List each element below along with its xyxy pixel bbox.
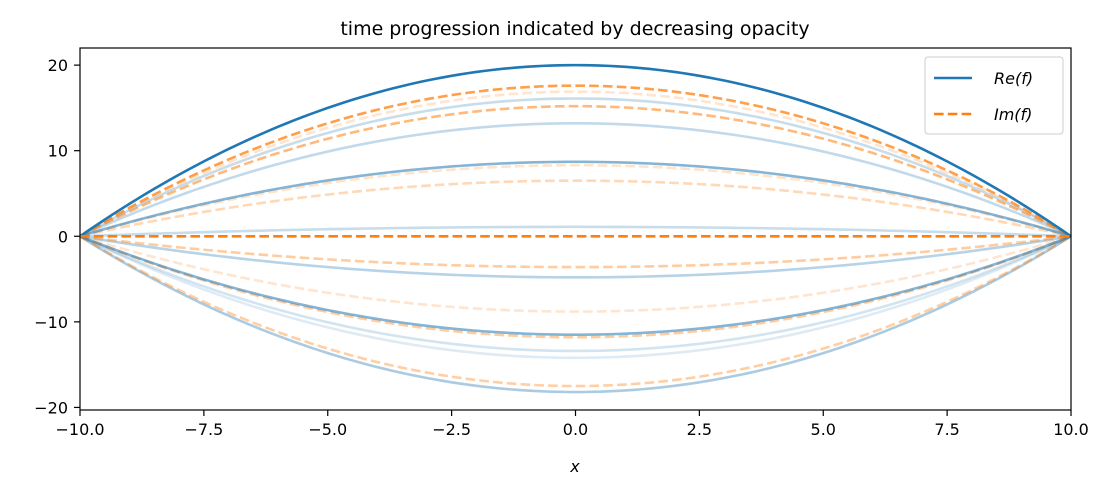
series-im-frame-9-line bbox=[79, 235, 1072, 388]
series-re-frame-8-line bbox=[79, 235, 1072, 360]
series-re-frame-9-line bbox=[79, 235, 1072, 394]
y-tick-label: 20 bbox=[48, 56, 68, 75]
x-tick-label: 7.5 bbox=[934, 420, 959, 439]
y-tick-label: −20 bbox=[34, 398, 68, 417]
series-re-frame-3-line bbox=[79, 160, 1072, 238]
y-tick-label: −10 bbox=[34, 313, 68, 332]
series-im-frame-6-line bbox=[79, 234, 1072, 269]
plot-curves bbox=[79, 63, 1072, 394]
series-im-frame-5-line bbox=[79, 179, 1072, 238]
legend-box bbox=[924, 56, 1064, 135]
x-tick-label: −10.0 bbox=[55, 420, 104, 439]
x-tick-label: 0.0 bbox=[563, 420, 588, 439]
series-im-frame-7-line bbox=[79, 235, 1072, 313]
series-re-frame-6-line bbox=[79, 235, 1072, 336]
x-tick-label: −5.0 bbox=[308, 420, 347, 439]
x-axis-ticks: −10.0 −7.5 −5.0 −2.5 0.0 2.5 5.0 7.5 10.0 bbox=[55, 410, 1089, 439]
x-axis-label: x bbox=[569, 457, 580, 476]
series-im-frame-2-line bbox=[79, 90, 1072, 238]
x-tick-label: 5.0 bbox=[811, 420, 836, 439]
y-tick-label: 10 bbox=[48, 142, 68, 161]
series-im-frame-3-line bbox=[79, 104, 1072, 238]
series-re-frame-4-line bbox=[79, 225, 1072, 238]
legend: Re(f) Im(f) bbox=[924, 56, 1064, 135]
x-tick-label: −7.5 bbox=[184, 420, 223, 439]
series-im-frame-1-line bbox=[79, 84, 1072, 238]
series-im-frame-8-line bbox=[79, 235, 1072, 339]
series-re-frame-2-line bbox=[79, 122, 1072, 238]
x-tick-label: 10.0 bbox=[1053, 420, 1089, 439]
series-re-frame-0-line bbox=[79, 63, 1072, 238]
y-tick-label: 0 bbox=[58, 227, 68, 246]
series-re-frame-1-line bbox=[79, 97, 1072, 238]
chart-title: time progression indicated by decreasing… bbox=[340, 18, 809, 40]
series-re-frame-5-line bbox=[79, 234, 1072, 279]
y-axis-ticks: −20 −10 0 10 20 bbox=[34, 56, 80, 417]
x-tick-label: −2.5 bbox=[432, 420, 471, 439]
legend-im-label: Im(f) bbox=[994, 105, 1032, 124]
series-re-frame-7-line bbox=[79, 235, 1072, 353]
series-im-frame-4-line bbox=[79, 163, 1072, 238]
legend-re-label: Re(f) bbox=[994, 69, 1033, 88]
x-tick-label: 2.5 bbox=[687, 420, 712, 439]
